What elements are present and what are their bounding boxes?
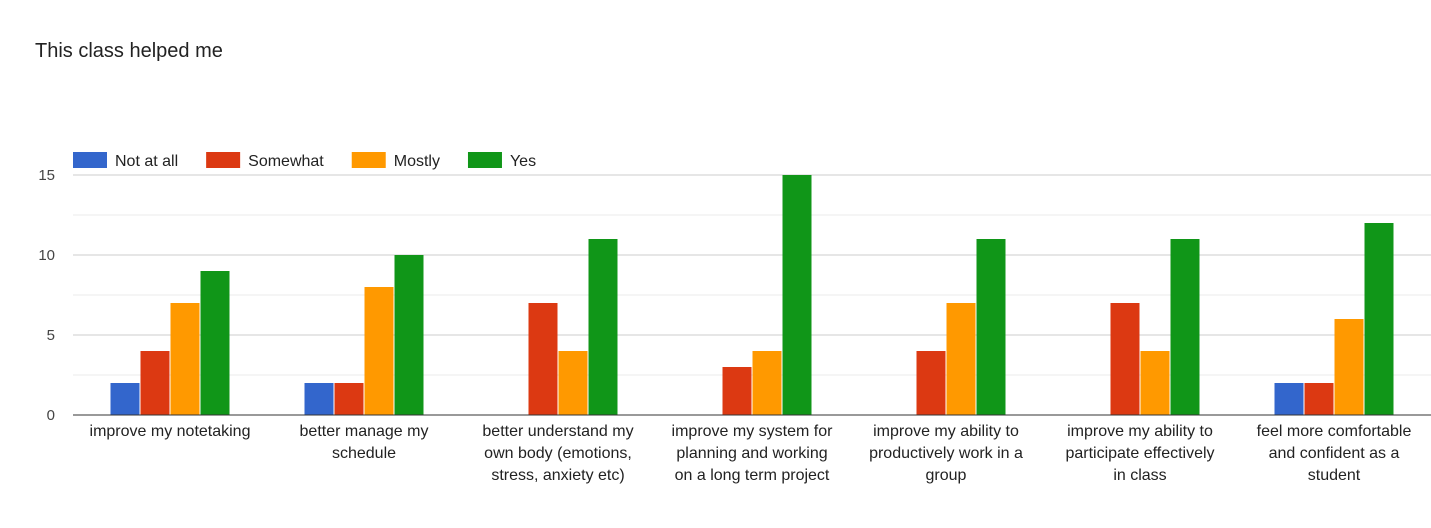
bar-mostly[interactable] [558,351,588,415]
bar-somewhat[interactable] [1304,383,1334,415]
legend-item-mostly[interactable]: Mostly [351,152,440,170]
x-tick-label: improve my ability to participate effecti… [1065,423,1214,484]
bar-somewhat[interactable] [140,351,170,415]
legend-label: Somewhat [248,153,324,170]
bar-yes[interactable] [394,255,424,415]
bar-yes[interactable] [1170,239,1200,415]
legend-label: Yes [510,153,536,170]
y-tick-label: 5 [47,327,55,344]
bar-yes[interactable] [1364,223,1394,415]
bar-mostly[interactable] [1334,319,1364,415]
y-tick-label: 15 [38,167,55,184]
x-tick-label: better manage my schedule [300,423,429,462]
bar-somewhat[interactable] [1110,303,1140,415]
bar-mostly[interactable] [170,303,200,415]
bar-somewhat[interactable] [334,383,364,415]
y-tick-label: 0 [47,407,55,424]
bar-mostly[interactable] [1140,351,1170,415]
bar-mostly[interactable] [946,303,976,415]
bars [110,175,1394,415]
legend-swatch [467,152,502,168]
bar-yes[interactable] [976,239,1006,415]
bar-not-at-all[interactable] [110,383,140,415]
bar-mostly[interactable] [364,287,394,415]
legend-item-yes[interactable]: Yes [467,152,536,170]
legend-swatch [206,152,241,168]
bar-not-at-all[interactable] [304,383,334,415]
bar-yes[interactable] [200,271,230,415]
legend-item-not-at-all[interactable]: Not at all [73,152,178,170]
legend-swatch [351,152,386,168]
x-tick-label: better understand my own body (emotions, s… [482,423,633,484]
gridlines [73,174,1431,376]
y-axis-ticks: 0 5 10 15 [38,167,55,424]
bar-yes[interactable] [588,239,618,415]
legend-item-somewhat[interactable]: Somewhat [206,152,324,170]
bar-somewhat[interactable] [528,303,558,415]
chart-title: This class helped me [35,40,223,62]
x-tick-label: improve my system for planning and workin… [672,423,834,484]
x-tick-label: improve my ability to productively work i… [869,423,1023,484]
legend[interactable]: Not at all Somewhat Mostly Yes [73,152,536,170]
x-tick-label: improve my notetaking [90,423,251,440]
bar-yes[interactable] [782,175,812,415]
category-labels: improve my notetaking better manage my sch… [90,423,1412,484]
bar-mostly[interactable] [752,351,782,415]
legend-label: Mostly [394,153,440,170]
legend-swatch [73,152,107,168]
bar-not-at-all[interactable] [1274,383,1304,415]
bar-somewhat[interactable] [722,367,752,415]
bar-somewhat[interactable] [916,351,946,415]
legend-label: Not at all [115,153,178,170]
y-tick-label: 10 [38,247,55,264]
